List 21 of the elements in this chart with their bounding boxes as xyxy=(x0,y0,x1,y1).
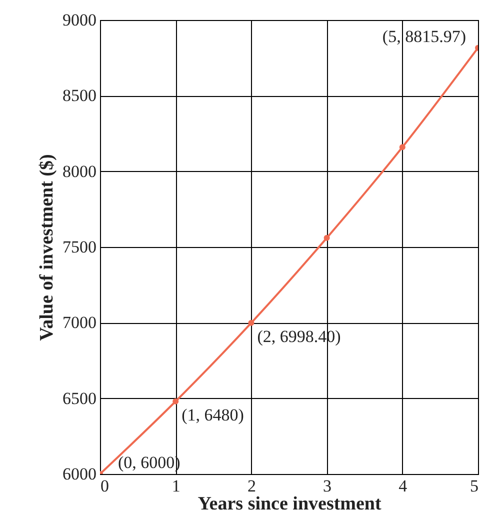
y-tick-label: 6500 xyxy=(62,388,96,408)
x-tick-label: 3 xyxy=(323,476,332,496)
y-axis-title: Value of investment ($) xyxy=(36,154,58,341)
x-tick-label: 0 xyxy=(100,476,109,496)
y-tick-label: 6000 xyxy=(62,464,96,484)
point xyxy=(248,320,254,326)
x-tick-label: 4 xyxy=(398,476,408,496)
x-tick-label: 2 xyxy=(247,476,256,496)
point xyxy=(399,144,406,150)
point xyxy=(172,398,179,404)
y-tick-label: 9000 xyxy=(62,10,96,30)
y-tick-label: 7000 xyxy=(62,313,96,332)
annotation: (5, 8815.97) xyxy=(382,26,466,46)
x-tick-label: 1 xyxy=(172,476,180,496)
annotation: (1, 6480) xyxy=(182,405,244,424)
y-tick-label: 8500 xyxy=(62,86,96,106)
point xyxy=(324,234,330,241)
x-axis-title: Years since investment xyxy=(198,494,382,514)
y-tick-label: 7500 xyxy=(62,238,96,256)
x-tick-label: 5 xyxy=(470,476,478,496)
y-tick-label: 8000 xyxy=(62,162,96,181)
